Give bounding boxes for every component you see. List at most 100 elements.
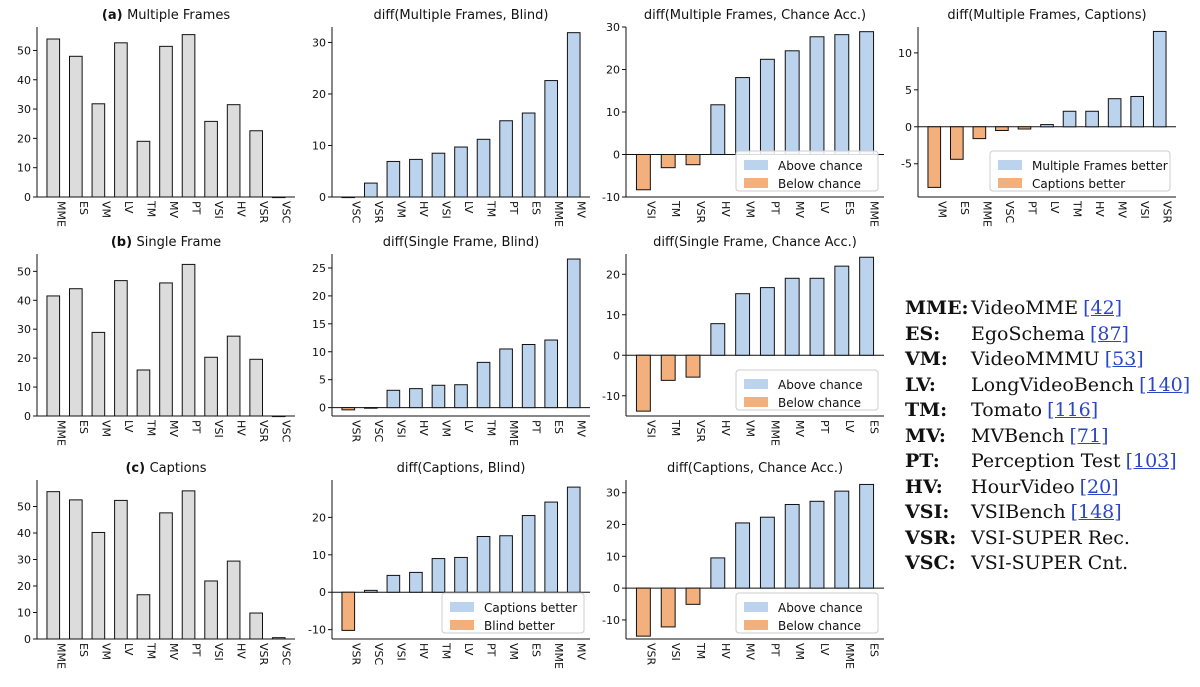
legend-label: Below chance <box>778 396 861 410</box>
bar-PT <box>499 120 513 198</box>
category-label: LV <box>462 643 475 656</box>
category-label: LV <box>818 201 831 214</box>
legend-swatch <box>998 178 1022 188</box>
category-label: TM <box>485 419 498 436</box>
key-ref-link[interactable]: [20] <box>1079 475 1119 498</box>
bar-LV <box>454 384 468 409</box>
category-label: VSI <box>669 643 682 661</box>
category-label: VSR <box>1161 201 1174 224</box>
legend-frame <box>735 369 879 411</box>
category-label: MV <box>167 643 180 660</box>
key-ref-link[interactable]: [53] <box>1104 348 1144 370</box>
key-abbr: LV: <box>905 373 936 396</box>
key-name: HourVideo <box>971 475 1075 498</box>
key-ref-link[interactable]: [148] <box>1070 501 1122 523</box>
category-label: VSR <box>349 420 362 443</box>
y-tick-label: 10 <box>312 346 326 359</box>
y-tick-label: 20 <box>606 268 620 281</box>
legend-swatch <box>744 178 768 188</box>
bar-PT <box>759 516 775 589</box>
category-label: LV <box>462 420 475 433</box>
bar-TM <box>685 587 701 605</box>
bar-MV <box>159 45 173 198</box>
bar-ES <box>69 499 83 640</box>
panel-title-text: diff(Single Frame, Blind) <box>383 235 539 250</box>
category-label: PT <box>190 201 203 215</box>
category-label: MME <box>843 643 856 669</box>
category-label: VSC <box>1003 201 1016 224</box>
legend-label: Above chance <box>778 601 863 615</box>
bar-HV <box>710 104 726 155</box>
legend-frame <box>989 150 1171 192</box>
category-label: VSR <box>257 643 270 666</box>
bar-LV <box>454 556 468 593</box>
key-ref-link[interactable]: [103] <box>1125 450 1177 472</box>
category-label: PT <box>768 201 781 215</box>
panel-c: (c) Captions 0 10 20 30 40 50 MME ES VM LV TM MV PT VS… <box>17 461 295 669</box>
category-label: ES <box>552 420 565 434</box>
category-label: VSI <box>1138 201 1151 219</box>
category-label: VSI <box>644 420 657 438</box>
key-abbr: PT: <box>905 450 940 472</box>
key-name: MVBench <box>971 424 1065 447</box>
category-label: MV <box>575 420 588 437</box>
legend-swatch <box>744 397 768 407</box>
legend-swatch <box>450 602 474 612</box>
y-tick-label: 50 <box>17 501 31 514</box>
category-label: ES <box>530 201 543 215</box>
bar-PT <box>181 34 196 198</box>
y-tick-label: 20 <box>606 64 620 77</box>
bar-TM <box>660 154 676 169</box>
category-label: HV <box>1093 201 1106 217</box>
bar-HV <box>409 571 423 593</box>
panel-title-text: Captions <box>150 461 207 476</box>
panel-title: (b) Single Frame <box>111 235 221 250</box>
category-label: VM <box>99 643 112 660</box>
bar-VSC <box>271 415 286 418</box>
y-tick-label: 40 <box>17 74 31 87</box>
bar-TM <box>136 594 151 640</box>
bar-VSI <box>386 574 401 593</box>
y-tick-label: 0 <box>613 582 620 595</box>
key-ref-link[interactable]: [116] <box>1047 399 1099 421</box>
bar-VSR <box>249 358 263 417</box>
y-tick-label: -5 <box>901 158 912 171</box>
bar-LV <box>114 280 128 417</box>
legend-frame <box>735 592 879 634</box>
bar-VM <box>784 503 800 589</box>
key-ref-link[interactable]: [71] <box>1069 424 1109 447</box>
panel-title-text: diff(Captions, Chance Acc.) <box>667 461 843 476</box>
category-label: VM <box>439 420 452 437</box>
bar-HV <box>226 560 241 640</box>
bar-MV <box>159 512 173 640</box>
category-label: PT <box>768 643 781 657</box>
category-label: VSI <box>439 201 452 219</box>
y-tick-label: 0 <box>319 191 326 204</box>
bar-LV <box>454 146 468 198</box>
bar-PT <box>181 490 196 640</box>
category-label: ES <box>958 201 971 215</box>
bar-VSC <box>995 126 1009 131</box>
panel-label: (c) <box>125 461 149 476</box>
category-label: VSR <box>372 201 385 224</box>
category-label: LV <box>462 201 475 214</box>
y-tick-label: 10 <box>606 550 620 563</box>
bar-VSC <box>271 637 286 640</box>
key-ref-link[interactable]: [87] <box>1089 322 1129 345</box>
category-label: VSI <box>644 201 657 219</box>
bar-TM <box>431 558 446 593</box>
legend-label: Captions better <box>484 601 577 615</box>
key-name: Tomato <box>971 399 1043 421</box>
category-label: TM <box>144 642 157 659</box>
key-ref-link[interactable]: [42] <box>1083 297 1123 319</box>
bar-MV <box>1107 98 1122 128</box>
bar-TM <box>476 138 491 198</box>
y-tick-label: 10 <box>312 549 326 562</box>
bar-VM <box>499 535 513 593</box>
category-label: TM <box>669 200 682 217</box>
key-ref-link[interactable]: [140] <box>1139 373 1191 396</box>
legend-swatch <box>744 160 768 170</box>
key-name: VideoMMMU <box>971 348 1100 370</box>
bar-ES <box>544 339 558 409</box>
category-label: HV <box>235 201 248 217</box>
